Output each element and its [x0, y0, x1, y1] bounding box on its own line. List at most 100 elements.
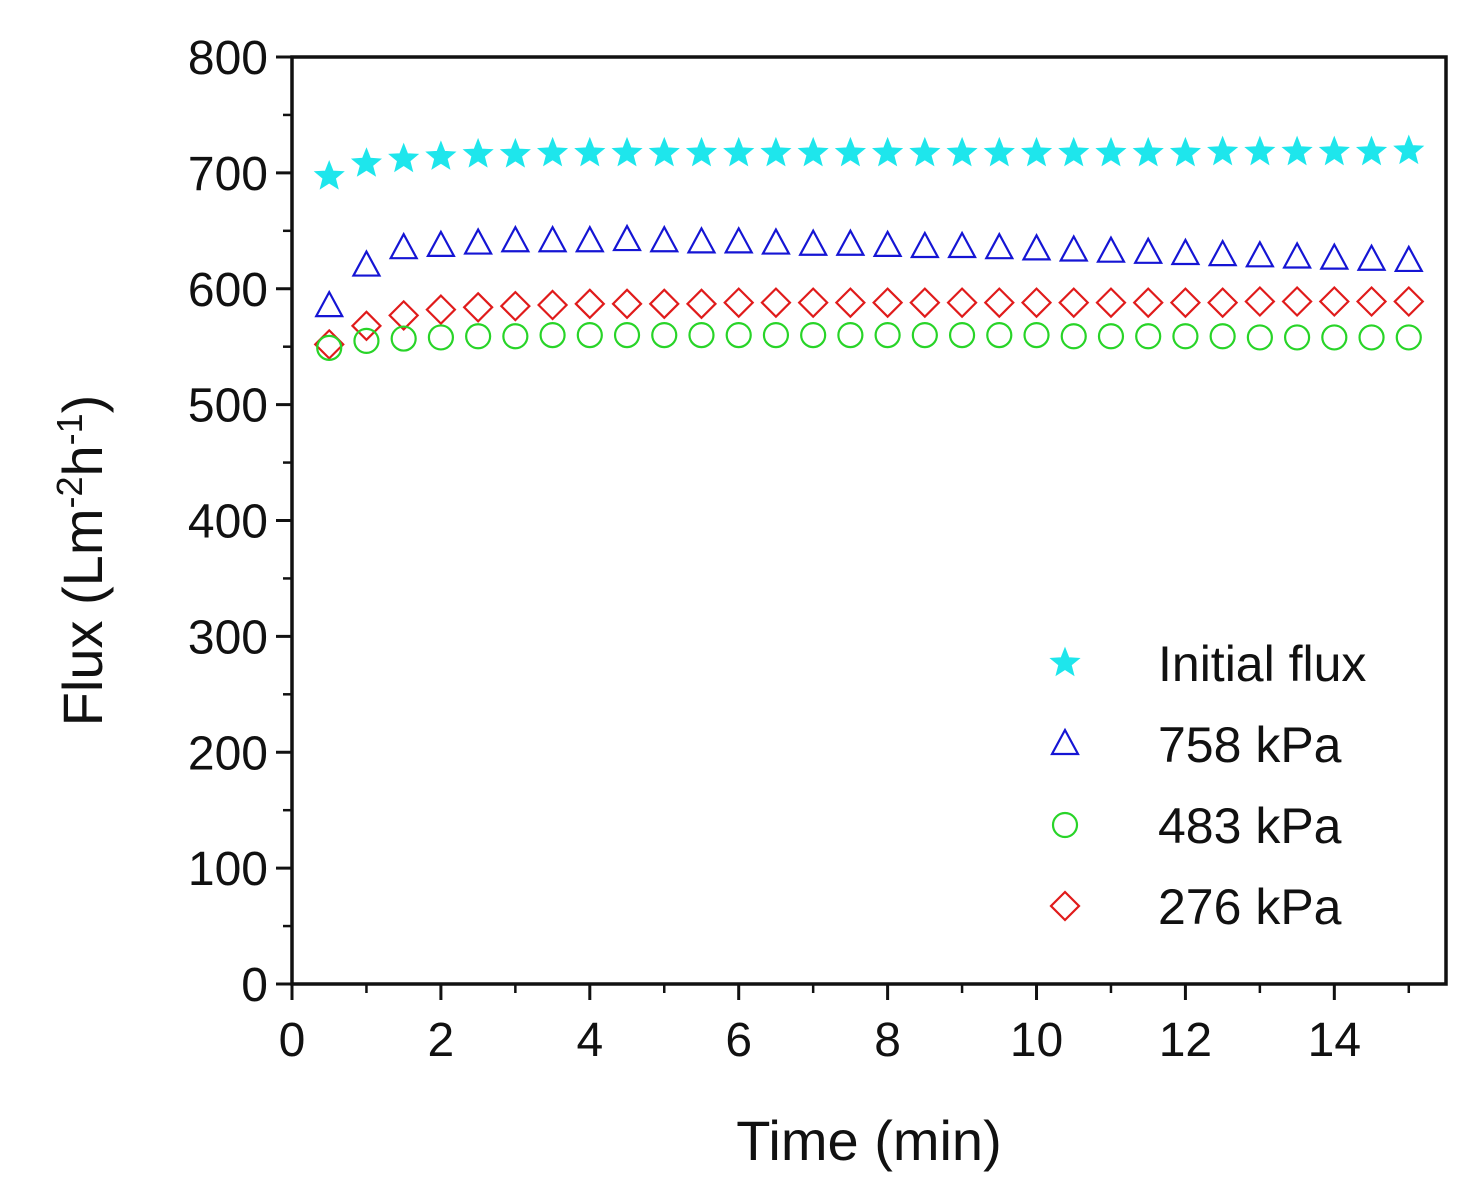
data-point-483-kpa: [1283, 324, 1311, 351]
data-point-758-kpa: [1282, 241, 1312, 269]
data-point-initial-flux: [685, 136, 717, 167]
data-point-initial-flux: [723, 136, 755, 167]
data-point-276-kpa: [462, 291, 494, 323]
legend-marker-758-kpa: [1050, 727, 1080, 756]
data-point-483-kpa: [948, 322, 976, 349]
y-axis-title-mid: h: [51, 445, 114, 476]
data-point-758-kpa: [537, 224, 568, 253]
data-point-483-kpa: [1358, 324, 1385, 351]
data-point-758-kpa: [1133, 236, 1164, 264]
data-point-initial-flux: [1021, 136, 1053, 167]
data-point-483-kpa: [1321, 324, 1348, 351]
data-point-initial-flux: [797, 136, 829, 167]
data-point-483-kpa: [1097, 323, 1125, 350]
series-758-kpa: [314, 223, 1424, 318]
data-point-initial-flux: [388, 142, 420, 173]
data-point-initial-flux: [1058, 136, 1090, 167]
data-point-initial-flux: [462, 137, 494, 168]
y-tick-label: 100: [188, 843, 268, 896]
data-point-483-kpa: [1135, 323, 1162, 350]
data-point-483-kpa: [427, 324, 455, 351]
data-point-483-kpa: [539, 322, 566, 349]
series-276-kpa: [313, 285, 1425, 360]
data-point-758-kpa: [761, 227, 791, 255]
data-point-483-kpa: [390, 325, 417, 352]
y-axis-title: Flux (Lm-2h-1): [49, 395, 115, 727]
data-point-276-kpa: [909, 287, 941, 319]
data-point-758-kpa: [1096, 235, 1126, 263]
data-point-276-kpa: [723, 287, 755, 319]
data-point-758-kpa: [686, 226, 717, 254]
data-point-758-kpa: [835, 228, 866, 256]
data-point-758-kpa: [388, 231, 419, 260]
data-point-758-kpa: [1058, 234, 1089, 262]
y-axis-title-sup1: -2: [49, 477, 90, 509]
data-point-483-kpa: [911, 322, 938, 349]
data-point-758-kpa: [1393, 244, 1424, 273]
data-point-276-kpa: [1095, 287, 1127, 319]
data-point-483-kpa: [874, 322, 901, 349]
data-point-276-kpa: [797, 287, 829, 319]
data-point-758-kpa: [1021, 233, 1052, 261]
y-axis-title-prefix: Flux (Lm: [51, 509, 114, 727]
data-point-483-kpa: [465, 323, 492, 350]
data-point-483-kpa: [800, 322, 827, 349]
x-tick-label: 12: [1159, 1014, 1212, 1067]
data-point-276-kpa: [499, 290, 531, 322]
data-point-276-kpa: [1169, 287, 1201, 319]
data-point-276-kpa: [1393, 285, 1425, 318]
data-point-483-kpa: [1395, 324, 1422, 351]
data-point-483-kpa: [1060, 323, 1087, 350]
series-initial-flux: [313, 134, 1425, 190]
data-point-483-kpa: [986, 322, 1013, 349]
tick-labels: 0 2 4 6 8 10 12 14 0 100 200 300 400 500 600 700 800: [188, 32, 1361, 1067]
data-point-276-kpa: [983, 287, 1015, 319]
data-point-initial-flux: [1169, 136, 1202, 167]
legend-label-276-kpa: 276 kPa: [1158, 879, 1342, 935]
data-point-276-kpa: [537, 289, 569, 321]
data-point-758-kpa: [872, 229, 903, 257]
data-point-276-kpa: [685, 288, 718, 320]
data-point-276-kpa: [1207, 287, 1239, 319]
data-point-276-kpa: [1244, 285, 1276, 318]
data-point-483-kpa: [1209, 323, 1236, 350]
data-point-276-kpa: [1058, 287, 1090, 319]
data-point-758-kpa: [574, 224, 605, 253]
data-point-483-kpa: [316, 334, 343, 361]
data-point-276-kpa: [1355, 285, 1388, 318]
y-tick-label: 0: [241, 959, 268, 1012]
data-point-758-kpa: [463, 227, 493, 255]
data-point-initial-flux: [946, 136, 978, 167]
data-point-758-kpa: [909, 230, 940, 259]
legend-label-initial-flux: Initial flux: [1158, 636, 1366, 692]
data-point-initial-flux: [871, 136, 904, 167]
data-point-276-kpa: [1132, 287, 1164, 319]
data-point-initial-flux: [499, 137, 531, 168]
data-point-758-kpa: [612, 223, 642, 252]
x-tick-label: 8: [874, 1014, 901, 1067]
plot-frame: [290, 55, 1448, 986]
data-point-initial-flux: [536, 136, 569, 167]
data-point-276-kpa: [611, 288, 643, 320]
data-point-initial-flux: [1281, 135, 1313, 166]
y-tick-label: 300: [188, 611, 268, 664]
x-tick-label: 2: [428, 1014, 455, 1067]
data-point-758-kpa: [1245, 239, 1275, 268]
data-point-758-kpa: [1319, 242, 1350, 270]
data-point-483-kpa: [837, 322, 864, 349]
data-point-483-kpa: [502, 323, 529, 350]
y-tick-label: 700: [188, 148, 268, 201]
data-point-758-kpa: [984, 231, 1015, 260]
data-point-483-kpa: [762, 322, 790, 349]
data-point-276-kpa: [574, 288, 606, 320]
y-tick-label: 600: [188, 264, 268, 317]
data-point-758-kpa: [314, 289, 345, 318]
legend: Initial flux 758 kPa 483 kPa 276 kPa: [1049, 636, 1366, 935]
data-point-initial-flux: [611, 136, 643, 167]
y-tick-label: 200: [188, 727, 268, 780]
legend-label-483-kpa: 483 kPa: [1158, 798, 1342, 854]
data-point-483-kpa: [1172, 323, 1199, 350]
data-point-initial-flux: [1095, 136, 1127, 167]
data-point-276-kpa: [760, 287, 792, 319]
